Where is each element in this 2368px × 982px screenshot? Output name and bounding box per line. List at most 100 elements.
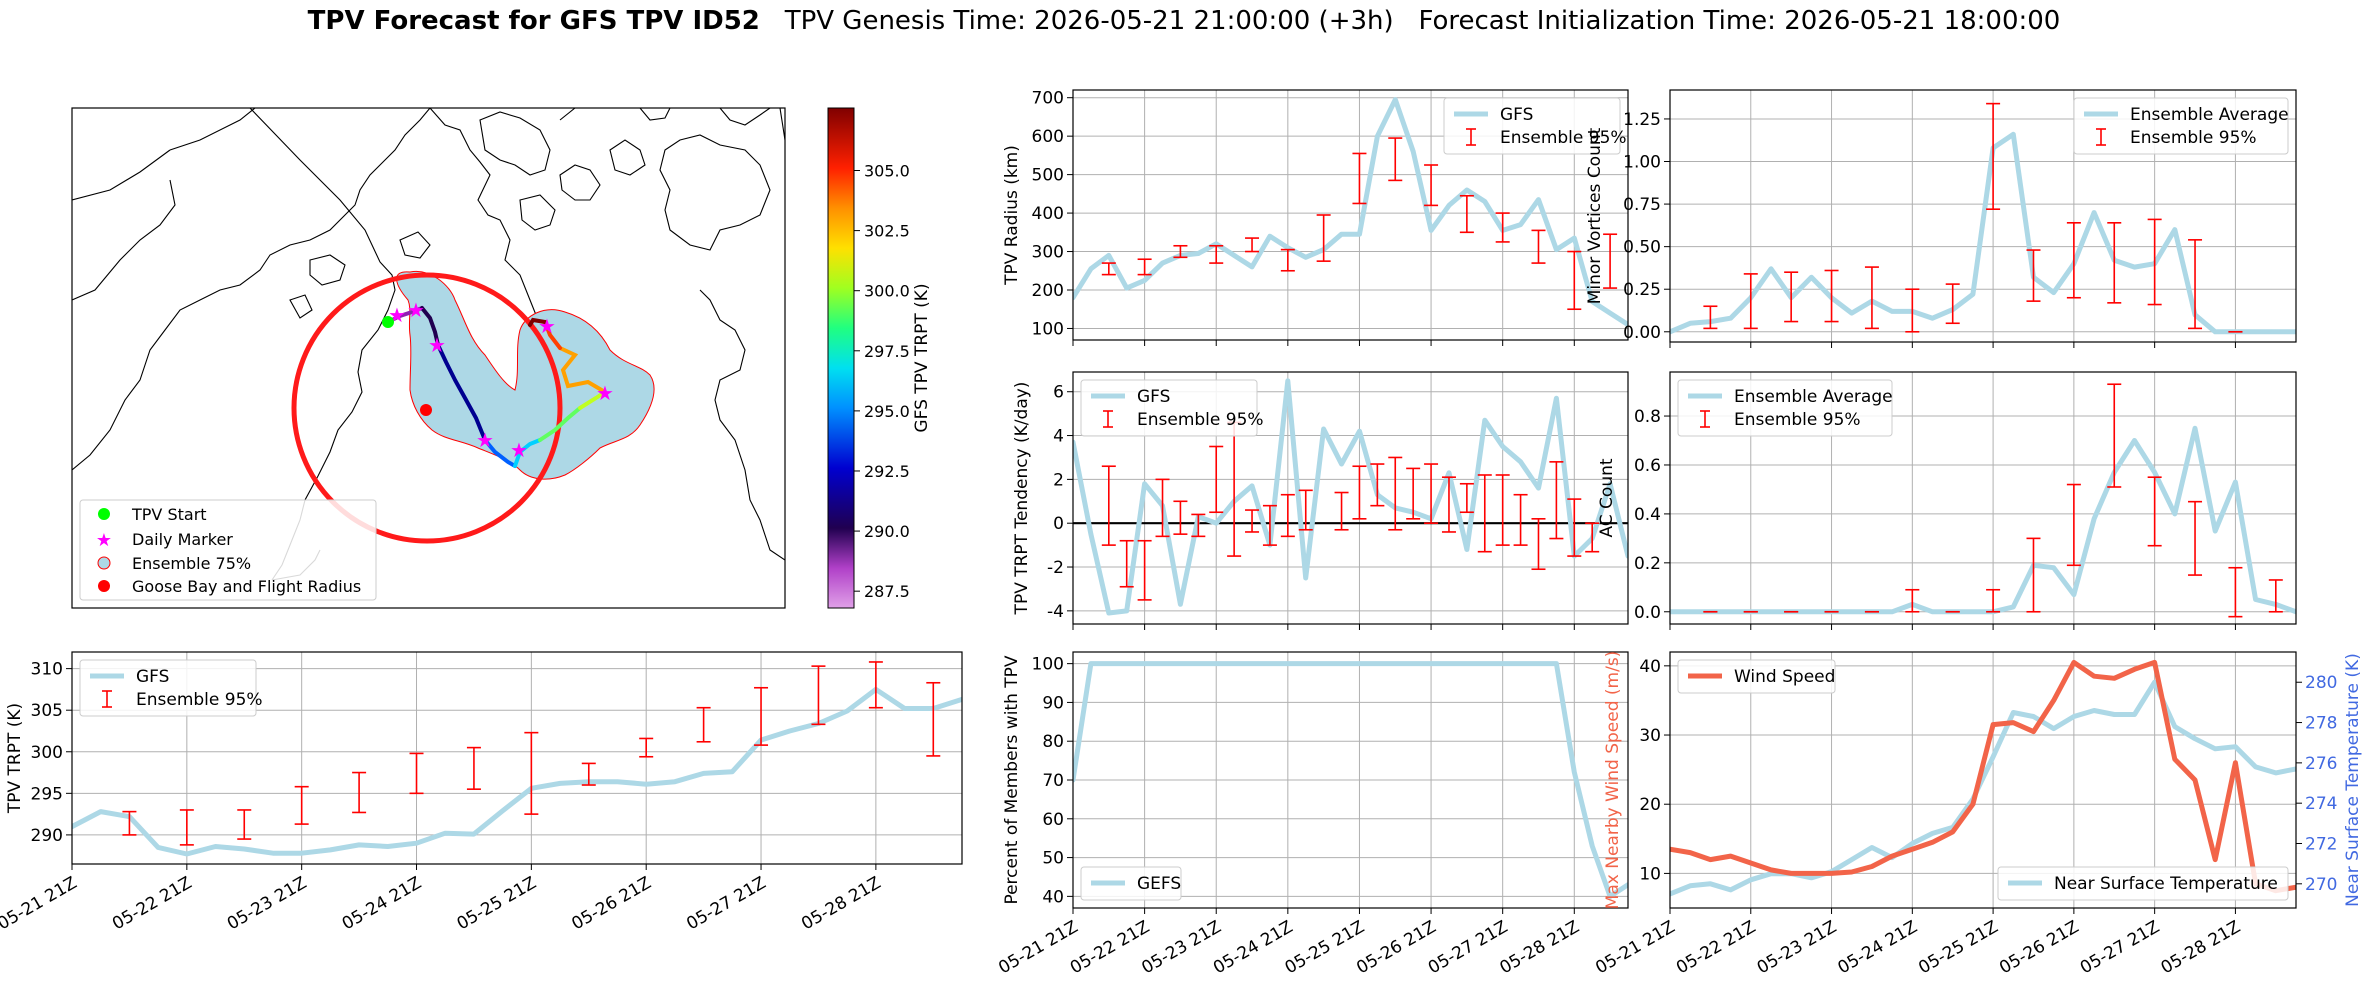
errorbar xyxy=(2188,500,2203,576)
errorbars xyxy=(1703,102,2243,333)
y-tick-label: -2 xyxy=(1047,558,1064,578)
y2-tick-label: 270 xyxy=(2305,875,2337,895)
y-axis-label: Minor Vortices Count xyxy=(1585,127,1605,304)
x-tick-label: 05-21 21Z xyxy=(0,873,81,934)
x-tick-label: 05-23 21Z xyxy=(1754,917,1840,978)
errorbar xyxy=(1137,258,1152,276)
chart-tpv-radius: 100 200 300 400 500 600 700 TPV Radius (km) GFS E… xyxy=(1002,89,1629,346)
errorbar xyxy=(1280,248,1295,272)
series-line xyxy=(1073,661,1628,899)
errorbar xyxy=(352,771,367,814)
series-line xyxy=(1670,425,2296,615)
errorbar xyxy=(1209,445,1224,514)
legend-daily-marker-label: Daily Marker xyxy=(132,530,233,549)
y-axis-label: Max Nearby Wind Speed (m/s) xyxy=(1603,651,1623,910)
x-tick-label: 05-21 21Z xyxy=(995,917,1081,978)
errorbar xyxy=(1424,164,1439,207)
daily-marker: ★ xyxy=(596,381,614,405)
errorbar xyxy=(926,681,941,757)
errorbar xyxy=(1227,421,1242,557)
errorbar xyxy=(122,810,137,836)
legend-daily-marker-icon: ★ xyxy=(96,530,112,551)
y-tick-label: 300 xyxy=(31,743,63,763)
errorbar xyxy=(1567,250,1582,311)
legend-label: GFS xyxy=(1500,105,1533,125)
legend-label: Ensemble Average xyxy=(2130,105,2289,125)
y-tick-label: 4 xyxy=(1053,427,1064,447)
y-tick-label: 70 xyxy=(1042,771,1064,791)
legend-label: Near Surface Temperature xyxy=(2054,874,2278,894)
legend-label: GFS xyxy=(136,667,169,687)
errorbar xyxy=(1209,244,1224,264)
errorbar xyxy=(1245,509,1260,533)
colorbar-tick-label: 300.0 xyxy=(864,282,910,301)
x-tick-label: 05-24 21Z xyxy=(1835,917,1921,978)
figure-title-init: Forecast Initialization Time: 2026-05-21… xyxy=(1418,6,2061,36)
y-tick-label: 0.8 xyxy=(1634,407,1661,427)
errorbar xyxy=(1280,493,1295,538)
errorbar xyxy=(696,706,711,743)
legend: Ensemble Average Ensemble 95% xyxy=(1677,379,1893,437)
chart-minor-vortices: 0.00 0.25 0.50 0.75 1.00 1.25 Minor Vortices C… xyxy=(1585,89,2297,348)
legend-box xyxy=(1997,866,2289,901)
errorbars xyxy=(1703,383,2283,618)
y-axis-label: AC Count xyxy=(1597,458,1617,537)
errorbar xyxy=(1585,522,1600,553)
legend-box xyxy=(1677,659,1836,694)
legend: GFS Ensemble 95% xyxy=(79,659,263,717)
colorbar-tick-label: 297.5 xyxy=(864,342,910,361)
errorbar xyxy=(1316,214,1331,262)
x-tick-label: 05-28 21Z xyxy=(1496,917,1582,978)
y-tick-label: 500 xyxy=(1032,166,1064,186)
errorbar xyxy=(1352,465,1367,520)
flight-radius-circle xyxy=(291,272,563,544)
x-tick-label: 05-25 21Z xyxy=(454,873,540,934)
colorbar-tick-label: 305.0 xyxy=(864,162,910,181)
series-line xyxy=(1670,131,2296,335)
errorbar xyxy=(1388,456,1403,531)
legend-tpv-start-icon xyxy=(98,508,110,520)
axes-frame xyxy=(71,651,963,865)
errorbar xyxy=(1119,539,1134,588)
errorbar xyxy=(1101,465,1116,546)
y-tick-label: 310 xyxy=(31,660,63,680)
y-tick-label: 10 xyxy=(1639,864,1661,884)
map-panel: ★ ★ ★ ★ ★ ★ ★ TPV Start ★ Daily Marker E… xyxy=(71,107,932,609)
y2-axis-label: Near Surface Temperature (K) xyxy=(2343,653,2363,907)
x-tick-label: 05-22 21Z xyxy=(109,873,195,934)
legend-goose-bay-icon xyxy=(98,580,110,592)
colorbar-tick-label: 295.0 xyxy=(864,402,910,421)
legend-box xyxy=(2073,97,2289,155)
y-tick-label: 30 xyxy=(1639,726,1661,746)
y-tick-label: 20 xyxy=(1639,795,1661,815)
errorbar xyxy=(1173,244,1188,259)
chart-tpv-trpt: 290 295 300 305 310 05-21 21Z 05-22 21Z 05-23 2… xyxy=(0,651,963,934)
errorbar xyxy=(1824,269,1839,323)
gridlines xyxy=(71,652,962,864)
x-tick-label: 05-27 21Z xyxy=(1425,917,1511,978)
axes-frame xyxy=(1072,89,1629,341)
y-tick-label: 50 xyxy=(1042,849,1064,869)
y-tick-label: 0.50 xyxy=(1623,238,1661,258)
errorbar xyxy=(1477,474,1492,553)
errorbar xyxy=(524,731,539,815)
y2-tick-label: 272 xyxy=(2305,834,2337,854)
y-tick-label: 0.6 xyxy=(1634,456,1661,476)
errorbar xyxy=(2228,566,2243,618)
errorbar xyxy=(2268,579,2283,613)
colorbar-label: GFS TPV TRPT (K) xyxy=(912,283,932,432)
y-tick-label: 90 xyxy=(1042,693,1064,713)
errorbar xyxy=(1703,305,1718,330)
errorbar xyxy=(639,737,654,758)
colorbar-tick-label: 287.5 xyxy=(864,582,910,601)
y2-tick-label: 276 xyxy=(2305,754,2337,774)
tpv-track xyxy=(386,306,607,468)
errorbar xyxy=(1864,266,1879,330)
legend-label: GFS xyxy=(1137,387,1170,407)
y-tick-label: 100 xyxy=(1032,319,1064,339)
errorbar xyxy=(1101,262,1116,276)
errorbar xyxy=(1531,518,1546,571)
errorbar xyxy=(2147,218,2162,306)
